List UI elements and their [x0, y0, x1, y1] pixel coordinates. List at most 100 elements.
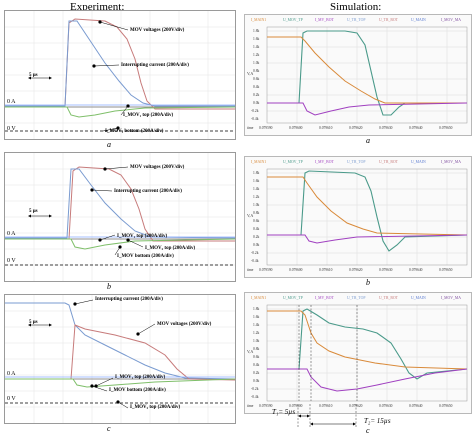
caption-sim-c: c	[366, 426, 370, 435]
legend-item: U_TR_BOT	[379, 18, 398, 22]
ytick: 0.6k	[253, 77, 260, 81]
label-mov-bottom: I_MOV₁ bottom (200A/div)	[105, 129, 164, 134]
xtick: 0.079600	[289, 404, 303, 408]
xtick: 0.079590	[259, 404, 273, 408]
interrupting-current-trace	[5, 20, 235, 107]
xtick: 0.079600	[289, 268, 303, 272]
ytick: 1.4k	[253, 323, 260, 327]
label-mov-voltages: MOV voltages (200V/div)	[157, 322, 212, 327]
xtick: 0.079630	[379, 268, 393, 272]
legend-item: U_TR_TOP	[347, 296, 366, 300]
xtick: 0.079600	[289, 126, 303, 130]
sim-voltage-trace	[267, 170, 468, 252]
ytick: 1.2k	[253, 195, 260, 199]
ytick: 0.6k	[253, 219, 260, 223]
legend-item: U_MOV_TP	[283, 18, 303, 22]
ytick: -0.2k	[251, 251, 259, 255]
legend-item: I_MV_BOT	[315, 18, 334, 22]
caption-sim-b: b	[366, 278, 370, 287]
ytick: 0.8k	[253, 69, 260, 73]
xlabel-b: time	[247, 268, 254, 272]
label-mov2-top: I_MOV₂ top (200A/div)	[145, 246, 196, 251]
label-mov1-top: I_MOV₁ top (200A/div)	[115, 375, 166, 380]
experiment-panel-b: MOV voltages (200V/div) Interrupting cur…	[4, 152, 236, 282]
ytick: -0.4k	[251, 395, 259, 399]
legend-item: I_MAIN1	[251, 160, 267, 164]
sim-current-trace	[267, 36, 467, 104]
ytick: 0.8k	[253, 211, 260, 215]
experiment-panel-a: MOV voltages (200V/div) Interrupting cur…	[4, 10, 236, 140]
ytick: -0.4k	[251, 259, 259, 263]
zero-amp-c: 0 A	[7, 371, 16, 377]
label-mov-top: I_MOV₁ top (200A/div)	[123, 113, 174, 118]
ytick: 1.0k	[253, 339, 260, 343]
label-interrupting-current: Interrupting current (200A/div)	[95, 297, 163, 302]
label-interrupting-current: Interrupting current (200A/div)	[121, 63, 189, 68]
label-mov-voltages: MOV voltages (200V/div)	[130, 28, 185, 33]
legend-item: U_MAIN	[411, 296, 426, 300]
xtick: 0.079620	[349, 126, 363, 130]
caption-exp-b: b	[107, 282, 111, 291]
caption-sim-a: a	[366, 136, 370, 145]
ylabel-b: V,A	[247, 213, 254, 218]
mov-voltage-trace	[5, 18, 235, 110]
ytick: 0.8k	[253, 347, 260, 351]
legend-item: I_MV_BOT	[315, 160, 334, 164]
header-simulation: Simulation:	[330, 1, 382, 13]
zero-amp-a: 0 A	[7, 99, 16, 105]
zero-volt-b: 0 V	[7, 258, 16, 264]
ytick: 0.0k	[253, 379, 260, 383]
mov-voltage-trace	[5, 166, 235, 242]
ytick: -0.4k	[251, 117, 259, 121]
ylabel-c: V,A	[247, 349, 254, 354]
simulation-panel-a: I_MAIN1 U_MOV_TP I_MV_BOT U_TR_TOP U_TR_…	[244, 14, 472, 136]
interrupting-current-trace	[5, 302, 235, 380]
mov-top-trace	[5, 378, 235, 388]
ytick: 1.6k	[253, 37, 260, 41]
mov-top-trace	[5, 106, 235, 118]
zero-volt-c: 0 V	[7, 396, 16, 402]
label-mov-bottom: I_MOV bottom (200A/div)	[117, 254, 174, 259]
caption-exp-c: c	[107, 424, 111, 433]
legend-item: I_MOV_MA	[441, 160, 462, 164]
legend-item: U_MOV_TP	[283, 296, 303, 300]
ytick: 0.4k	[253, 85, 260, 89]
sim-current-trace	[267, 310, 468, 370]
sim-mov-trace	[267, 368, 468, 392]
label-mov2-top: I_MOV₂ top (200A/div)	[130, 405, 181, 410]
xtick: 0.079620	[349, 404, 363, 408]
mov-voltage-trace	[5, 324, 235, 381]
caption-exp-a: a	[107, 140, 111, 149]
ytick: -0.2k	[251, 109, 259, 113]
ytick: 0.4k	[253, 227, 260, 231]
xtick: 0.079630	[379, 404, 393, 408]
label-mov-bottom: I_MOV bottom (200A/div)	[109, 388, 166, 393]
xlabel-a: time	[247, 126, 254, 130]
legend-item: I_MAIN1	[251, 18, 267, 22]
experiment-panel-c: Interrupting current (200A/div) MOV volt…	[4, 294, 236, 424]
time-scale-a: 5 µs	[29, 73, 38, 78]
xtick: 0.079650	[439, 126, 453, 130]
label-interrupting-current: Interrupting current (200A/div)	[114, 189, 182, 194]
ytick: 1.4k	[253, 45, 260, 49]
oscillogram-b	[5, 153, 235, 281]
xtick: 0.079640	[409, 126, 423, 130]
simulation-panel-c: I_MAIN1 U_MOV_TP I_MV_BOT U_TR_TOP U_TR_…	[244, 292, 472, 414]
ytick: 0.6k	[253, 355, 260, 359]
xtick: 0.079610	[319, 268, 333, 272]
time-scale-c: 5 µs	[29, 320, 38, 325]
sim-mov-trace	[267, 102, 468, 116]
label-mov-voltages: MOV voltages (200V/div)	[130, 165, 185, 170]
time-scale-b: 5 µs	[29, 209, 38, 214]
ytick: 1.0k	[253, 203, 260, 207]
ytick: 1.8k	[253, 171, 260, 175]
oscillogram-c	[5, 295, 235, 423]
xlabel-c: time	[247, 404, 254, 408]
sim-voltage-trace	[267, 30, 467, 116]
legend-item: I_MV_BOT	[315, 296, 334, 300]
legend-item: U_TR_TOP	[347, 18, 366, 22]
ytick: 0.0k	[253, 101, 260, 105]
ytick: 1.2k	[253, 331, 260, 335]
ytick: 1.6k	[253, 179, 260, 183]
ytick: -0.2k	[251, 387, 259, 391]
